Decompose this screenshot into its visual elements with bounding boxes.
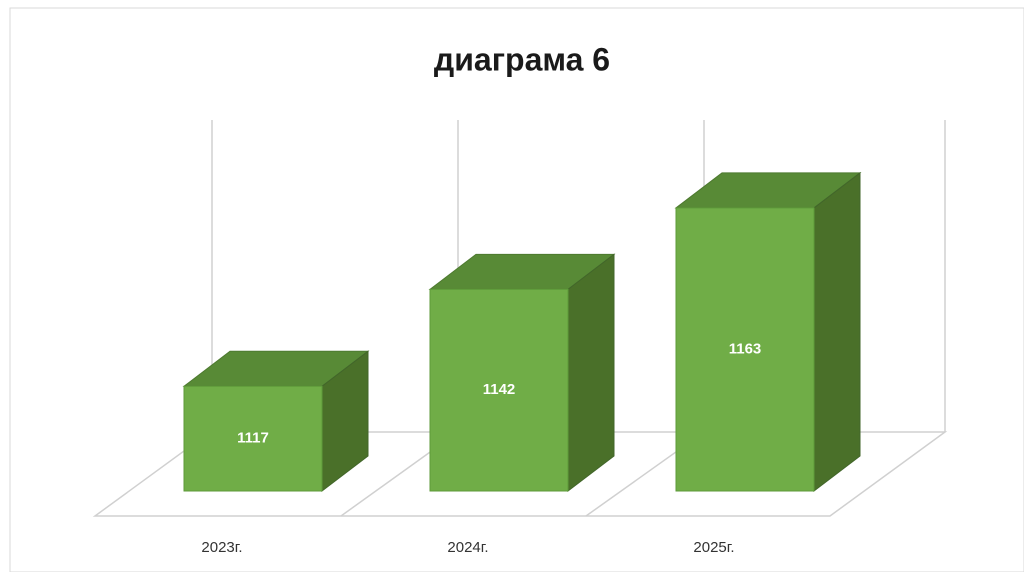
bar-side (813, 171, 861, 493)
bar (183, 385, 323, 492)
x-tick-label: 2023г. (201, 539, 242, 556)
x-tick-label: 2025г. (693, 539, 734, 556)
bar (675, 207, 815, 492)
x-tick-label: 2024г. (447, 539, 488, 556)
bar (429, 288, 569, 492)
chart-title: диаграма 6 (434, 41, 610, 77)
data-label: 1117 (237, 430, 269, 447)
data-label: 1163 (729, 340, 762, 357)
bar-side (567, 253, 615, 493)
data-label: 1142 (483, 381, 516, 398)
